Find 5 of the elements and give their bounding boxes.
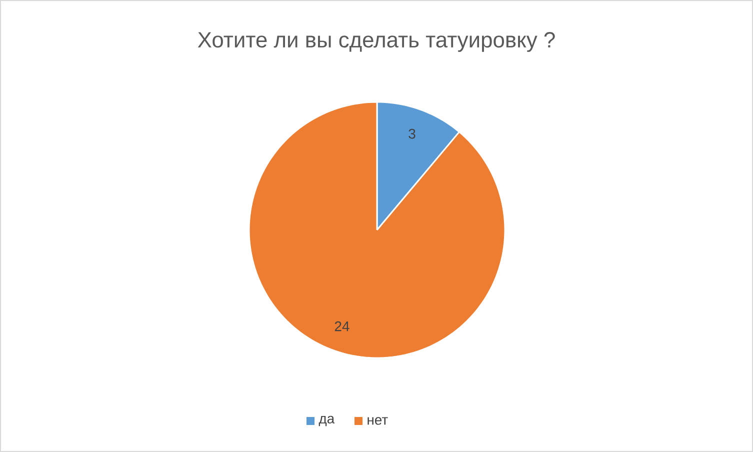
data-label: 24 [334,321,350,332]
data-label: 3 [408,128,416,139]
legend-label: да [318,416,335,426]
chart-title: Хотите ли вы сделать татуировку ? [198,32,555,52]
legend-label: нет [368,417,388,425]
